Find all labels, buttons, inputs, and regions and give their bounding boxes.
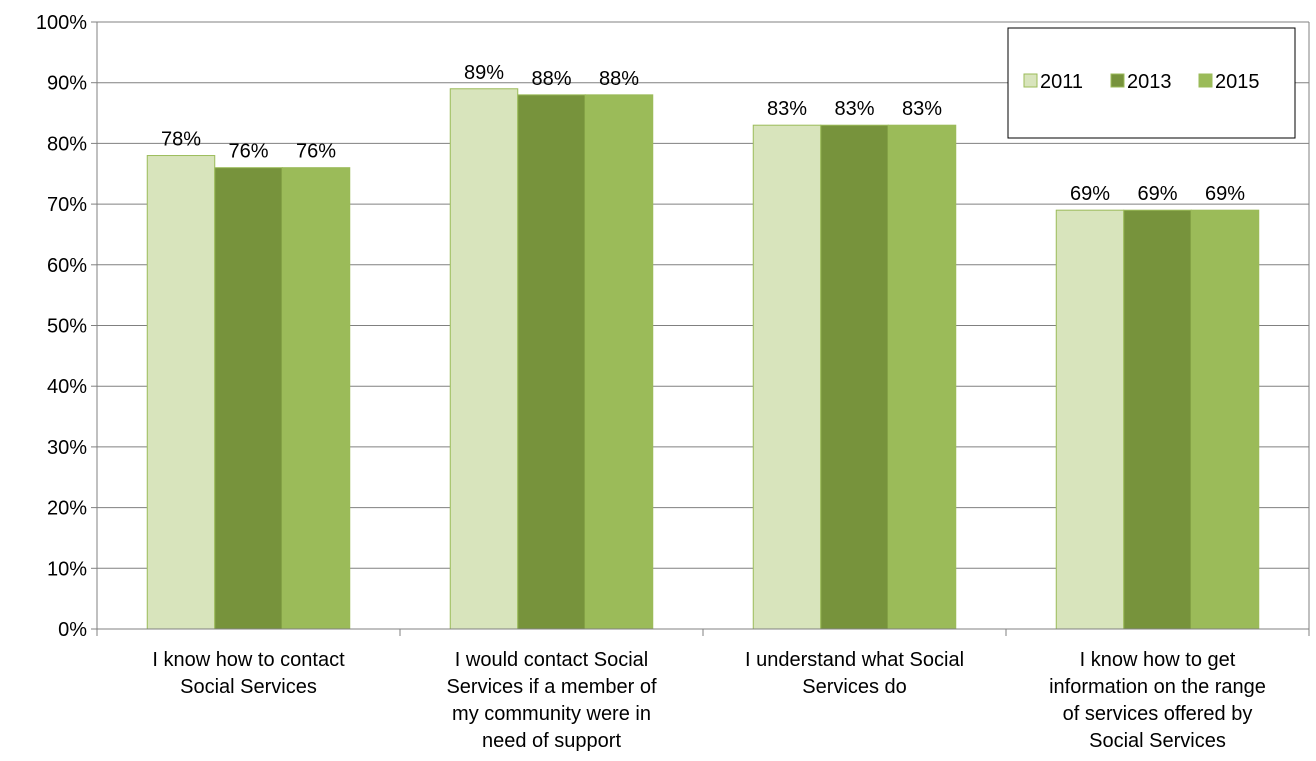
bar-2013-2 — [517, 94, 586, 630]
y-tick-label: 50% — [47, 316, 87, 338]
bar-2011-4 — [1055, 209, 1125, 630]
category-label: my community were in — [452, 703, 651, 725]
y-tick-label: 10% — [47, 558, 87, 580]
y-tick-label: 90% — [47, 73, 87, 95]
legend-label: 2011 — [1040, 71, 1083, 93]
bars — [146, 88, 1260, 630]
legend-swatch-2013 — [1110, 73, 1125, 88]
data-label: 76% — [228, 141, 268, 163]
category-label: Social Services — [180, 676, 317, 698]
data-label: 76% — [296, 141, 336, 163]
y-tick-label: 80% — [47, 133, 87, 155]
bar-2013-3 — [820, 124, 889, 630]
y-tick-label: 40% — [47, 376, 87, 398]
y-tick-label: 20% — [47, 498, 87, 520]
category-label: I would contact Social — [455, 649, 648, 671]
bar-2011-1 — [146, 155, 216, 630]
category-label: I understand what Social — [745, 649, 964, 671]
category-label: Services do — [802, 676, 907, 698]
legend-label: 2013 — [1127, 71, 1172, 93]
y-tick-label: 100% — [36, 12, 87, 34]
axes — [91, 21, 1310, 636]
data-label: 83% — [902, 98, 942, 120]
category-labels: I know how to contact Social Services I wo… — [152, 649, 1266, 752]
y-tick-label: 70% — [47, 194, 87, 216]
bar-2015-1 — [281, 167, 351, 630]
bar-2015-4 — [1190, 209, 1260, 630]
bar-2011-3 — [752, 124, 822, 630]
legend-swatch-2011 — [1023, 73, 1038, 88]
legend-swatch-2015 — [1198, 73, 1213, 88]
bar-2015-2 — [584, 94, 654, 630]
category-label: of services offered by — [1063, 703, 1253, 725]
data-labels: 78% 76% 76% 89% 88% 88% 83% 83% 83% 69% 69% 69% — [161, 62, 1245, 205]
legend: 2011 2013 2015 — [1007, 27, 1296, 139]
legend-box — [1007, 27, 1296, 139]
y-tick-label: 0% — [58, 619, 87, 641]
y-tick-label: 30% — [47, 437, 87, 459]
y-tick-label: 60% — [47, 255, 87, 277]
category-label: I know how to get — [1080, 649, 1236, 671]
data-label: 83% — [767, 98, 807, 120]
data-label: 88% — [599, 68, 639, 90]
data-label: 89% — [464, 62, 504, 84]
data-label: 69% — [1137, 183, 1177, 205]
category-label: Services if a member of — [446, 676, 657, 698]
bar-2013-4 — [1123, 209, 1192, 630]
bar-2015-3 — [887, 124, 957, 630]
data-label: 83% — [834, 98, 874, 120]
data-label: 88% — [531, 68, 571, 90]
legend-label: 2015 — [1215, 71, 1260, 93]
data-label: 69% — [1205, 183, 1245, 205]
category-label: Social Services — [1089, 730, 1226, 752]
data-label: 69% — [1070, 183, 1110, 205]
category-label: I know how to contact — [152, 649, 345, 671]
category-label: need of support — [482, 730, 621, 752]
bar-2011-2 — [449, 88, 519, 630]
y-axis-tick-labels: 0% 10% 20% 30% 40% 50% 60% 70% 80% 90% 100% — [36, 12, 87, 641]
bar-2013-1 — [214, 167, 283, 630]
category-label: information on the range — [1049, 676, 1266, 698]
data-label: 78% — [161, 129, 201, 151]
